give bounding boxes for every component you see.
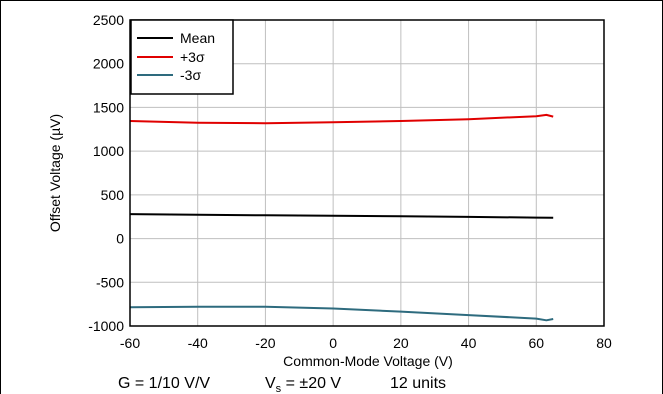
y-tick-label: -500: [96, 274, 124, 290]
y-tick-label: 500: [101, 187, 125, 203]
y-tick-label: 2500: [93, 12, 124, 28]
legend: Mean +3σ -3σ: [130, 19, 234, 95]
y-axis-label: Offset Voltage (µV): [47, 114, 63, 232]
y-tick-labels: 2500 2000 1500 1000 500 0 -500 -1000: [88, 12, 124, 334]
series-layer: [129, 113, 554, 322]
series-line-mean: [129, 213, 554, 219]
y-tick-label: -1000: [88, 318, 124, 334]
legend-label-minus-3-sigma: -3σ: [180, 67, 201, 83]
x-tick-label: -60: [120, 335, 140, 351]
y-tick-label: 1500: [93, 99, 124, 115]
y-tick-label: 2000: [93, 56, 124, 72]
x-tick-label: 60: [528, 335, 544, 351]
footnote-gain: G = 1/10 V/V: [118, 375, 210, 392]
x-tick-labels: -60 -40 -20 0 20 40 60 80: [120, 335, 612, 351]
x-tick-label: 80: [596, 335, 612, 351]
figure-top-border: [0, 0, 663, 1]
y-tick-label: 1000: [93, 143, 124, 159]
series-line-plus-3-sigma: [129, 113, 554, 125]
footnote-units: 12 units: [390, 375, 446, 392]
series-line-minus-3-sigma: [129, 305, 554, 322]
y-tick-label: 0: [116, 231, 124, 247]
x-tick-label: -20: [255, 335, 275, 351]
x-tick-label: 20: [393, 335, 409, 351]
x-axis-label: Common-Mode Voltage (V): [283, 353, 453, 369]
footnote-supply-voltage: Vs = ±20 V: [265, 375, 341, 394]
x-tick-label: 0: [329, 335, 337, 351]
x-tick-label: 40: [461, 335, 477, 351]
legend-label-mean: Mean: [180, 30, 215, 46]
legend-label-plus-3-sigma: +3σ: [180, 49, 205, 65]
x-tick-label: -40: [188, 335, 208, 351]
plot-border: [129, 19, 605, 327]
